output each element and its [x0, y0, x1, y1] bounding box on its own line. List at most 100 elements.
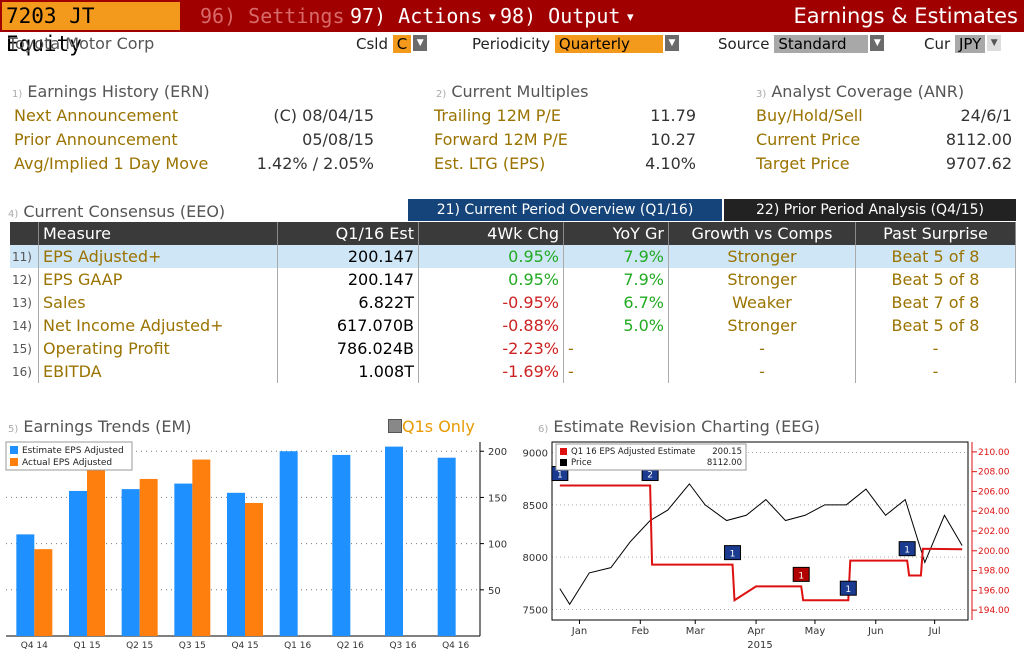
estimate-bar: [437, 457, 456, 636]
legend-swatch: [10, 458, 18, 466]
x-tick-label: Q1 16: [284, 641, 311, 651]
table-row[interactable]: 14) Net Income Adjusted+ 617.070B -0.88% 5.0…: [10, 314, 1016, 337]
estimate-bar: [385, 446, 403, 636]
periodicity-control: Periodicity Quarterly ▼: [472, 35, 679, 53]
settings-menu[interactable]: 96) Settings: [200, 4, 345, 28]
row-number-header: [10, 222, 39, 245]
measure-cell: Operating Profit: [38, 337, 278, 360]
prior-announcement-value: 05/08/15: [302, 130, 374, 149]
measure-cell: Net Income Adjusted+: [38, 314, 278, 337]
row-number: 16): [10, 360, 39, 383]
table-row[interactable]: 12) EPS GAAP 200.147 0.95% 7.9% Stronger Beat …: [10, 268, 1016, 291]
buy-hold-sell-label: Buy/Hold/Sell: [756, 106, 863, 125]
table-row[interactable]: 11) EPS Adjusted+ 200.147 0.95% 7.9% Stronger…: [10, 245, 1016, 268]
column-header[interactable]: Measure: [38, 222, 278, 245]
ticker-field[interactable]: 7203 JT Equity: [2, 2, 180, 56]
tab-prior-period-analysis[interactable]: 22) Prior Period Analysis (Q4/15): [724, 199, 1016, 221]
left-tick-label: 8500: [523, 501, 548, 512]
column-header[interactable]: Growth vs Comps: [668, 222, 856, 245]
actual-bar: [87, 463, 105, 636]
estimate-bar: [121, 489, 140, 636]
trailing-pe-value: 11.79: [650, 106, 696, 125]
dropdown-arrow-icon[interactable]: ▼: [870, 35, 885, 51]
estimate-bar: [69, 490, 87, 636]
actions-menu[interactable]: 97) Actions ▼: [350, 2, 496, 30]
past-surprise-cell: Beat 5 of 8: [855, 314, 1016, 337]
yoy-growth-cell: 7.9%: [563, 268, 669, 291]
q1s-only-toggle[interactable]: Q1s Only: [388, 417, 475, 436]
earnings-trends-header[interactable]: 5) Earnings Trends (EM): [8, 417, 191, 436]
csld-field[interactable]: C: [392, 35, 412, 53]
current-multiples-header[interactable]: 2) Current Multiples: [436, 82, 588, 101]
column-header[interactable]: YoY Gr: [563, 222, 669, 245]
dropdown-arrow-icon[interactable]: ▼: [413, 35, 428, 51]
caret-down-icon: ▼: [620, 10, 634, 24]
column-header[interactable]: Q1/16 Est: [277, 222, 419, 245]
current-price-value: 8112.00: [945, 130, 1012, 149]
earnings-history-header[interactable]: 1) Earnings History (ERN): [12, 82, 210, 101]
source-field[interactable]: Standard: [774, 35, 869, 53]
right-tick-label: 194.00: [978, 606, 1010, 616]
revision-marker: [898, 541, 916, 557]
currency-label: Cur: [924, 35, 951, 53]
output-menu-label: 98) Output: [500, 4, 621, 28]
column-header[interactable]: Past Surprise: [855, 222, 1016, 245]
estimate-revision-chart: 7500 8000 8500 9000 194.00 196.00 198.00 200.00…: [523, 441, 1010, 651]
left-tick-label: 8000: [523, 553, 548, 564]
dropdown-arrow-icon[interactable]: ▼: [664, 35, 679, 51]
revision-marker-label: 2: [647, 471, 653, 481]
periodicity-field[interactable]: Quarterly: [554, 35, 663, 53]
past-surprise-cell: -: [855, 360, 1016, 383]
earnings-trends-chart: 50 100 150 200 Q4 14 Q1 15 Q2 15 Q3 15 Q4 15 Q1 1…: [5, 441, 507, 651]
growth-vs-comps-cell: Weaker: [668, 291, 856, 314]
est-ltg-value: 4.10%: [645, 154, 696, 173]
x-tick-label: Apr: [747, 626, 765, 637]
estimate-cell: 617.070B: [277, 314, 419, 337]
currency-control: Cur JPY ▼: [924, 35, 1002, 53]
estimate-bar: [279, 451, 298, 636]
plot-frame: [551, 441, 969, 621]
estimate-cell: 786.024B: [277, 337, 419, 360]
trailing-pe-label: Trailing 12M P/E: [434, 106, 561, 125]
y-tick-label: 150: [488, 493, 507, 504]
four-week-change-cell: -0.95%: [418, 291, 564, 314]
currency-field[interactable]: JPY: [954, 35, 986, 53]
company-name: Toyota Motor Corp: [8, 34, 155, 53]
estimate-line: [559, 484, 963, 602]
table-row[interactable]: 13) Sales 6.822T -0.95% 6.7% Weaker Beat 7 of …: [10, 291, 1016, 314]
section-number: 4): [8, 209, 19, 220]
revision-marker: [839, 580, 857, 596]
x-tick-label: Jun: [867, 626, 884, 637]
table-row[interactable]: 15) Operating Profit 786.024B -2.23% - - -: [10, 337, 1016, 360]
right-tick-label: 208.00: [978, 468, 1010, 478]
right-tick-label: 204.00: [978, 507, 1010, 517]
legend-label: Price: [571, 458, 592, 468]
column-header[interactable]: 4Wk Chg: [418, 222, 564, 245]
est-ltg-label: Est. LTG (EPS): [434, 154, 546, 173]
revision-marker-label: 1: [557, 471, 563, 481]
row-number: 12): [10, 268, 39, 291]
four-week-change-cell: 0.95%: [418, 245, 564, 268]
consensus-table: Measure Q1/16 Est 4Wk Chg YoY Gr Growth …: [10, 222, 1016, 383]
right-tick-label: 210.00: [978, 448, 1010, 458]
consensus-header[interactable]: 4) Current Consensus (EEO): [8, 202, 225, 221]
tab-current-period-overview[interactable]: 21) Current Period Overview (Q1/16): [408, 199, 722, 221]
analyst-coverage-header[interactable]: 3) Analyst Coverage (ANR): [756, 82, 964, 101]
right-tick-label: 206.00: [978, 487, 1010, 497]
estimate-cell: 6.822T: [277, 291, 419, 314]
row-number: 13): [10, 291, 39, 314]
earnings-history-title: Earnings History (ERN): [27, 82, 210, 101]
estimate-cell: 200.147: [277, 245, 419, 268]
legend-box: [555, 443, 747, 471]
revision-chart-header[interactable]: 6) Estimate Revision Charting (EEG): [538, 417, 820, 436]
x-tick-label: Q4 16: [442, 641, 469, 651]
output-menu[interactable]: 98) Output ▼: [500, 2, 634, 30]
yoy-growth-cell: 6.7%: [563, 291, 669, 314]
legend-label: Estimate EPS Adjusted: [22, 446, 124, 456]
past-surprise-cell: -: [855, 337, 1016, 360]
earnings-trends-title: Earnings Trends (EM): [23, 417, 192, 436]
table-row[interactable]: 16) EBITDA 1.008T -1.69% - - -: [10, 360, 1016, 383]
dropdown-arrow-icon[interactable]: ▼: [987, 35, 1002, 51]
estimate-bar: [16, 534, 35, 636]
legend-value: 8112.00: [707, 458, 742, 468]
